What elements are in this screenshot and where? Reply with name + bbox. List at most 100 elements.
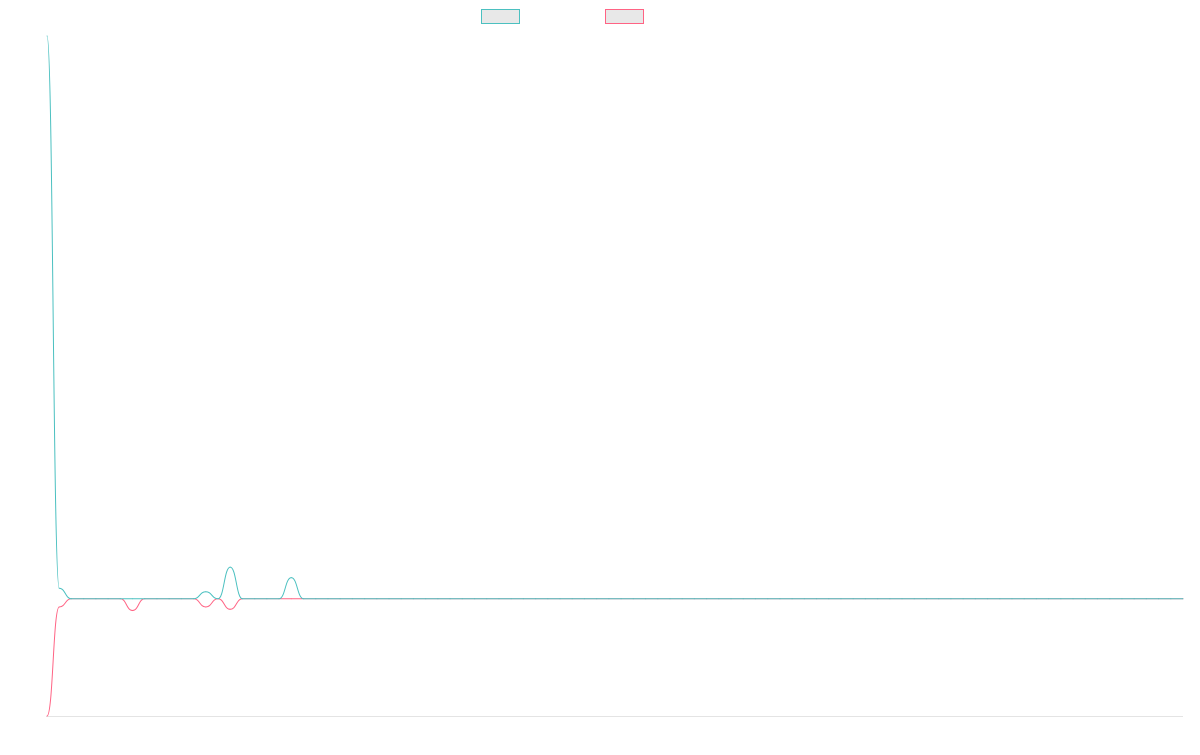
- data-point-series-1-38[interactable]: [510, 598, 512, 600]
- data-point-series-1-27[interactable]: [376, 598, 378, 600]
- data-point-series-2-13[interactable]: [205, 606, 207, 608]
- data-point-series-1-9[interactable]: [156, 598, 158, 600]
- data-point-series-1-64[interactable]: [828, 598, 830, 600]
- data-point-series-1-39[interactable]: [522, 598, 524, 600]
- data-point-series-1-1[interactable]: [58, 587, 60, 589]
- data-point-series-1-30[interactable]: [412, 598, 415, 600]
- data-point-series-1-42[interactable]: [559, 598, 561, 600]
- data-point-series-1-12[interactable]: [192, 598, 195, 600]
- data-point-series-1-17[interactable]: [254, 598, 256, 600]
- data-point-series-1-62[interactable]: [803, 598, 805, 600]
- data-point-series-1-73[interactable]: [938, 598, 940, 600]
- data-point-series-1-49[interactable]: [644, 598, 647, 600]
- data-point-series-1-81[interactable]: [1035, 598, 1038, 600]
- data-point-series-1-24[interactable]: [339, 598, 341, 600]
- data-point-series-1-40[interactable]: [535, 598, 537, 600]
- data-point-series-1-87[interactable]: [1109, 598, 1111, 600]
- data-point-series-1-72[interactable]: [925, 598, 928, 600]
- data-point-series-1-13[interactable]: [205, 591, 207, 593]
- data-point-series-1-52[interactable]: [681, 598, 683, 600]
- data-point-series-1-28[interactable]: [388, 598, 390, 600]
- data-point-series-1-76[interactable]: [974, 598, 976, 600]
- data-point-series-1-53[interactable]: [693, 598, 696, 600]
- data-point-series-1-8[interactable]: [144, 598, 146, 600]
- data-point-series-2-1[interactable]: [58, 606, 60, 608]
- data-point-series-1-65[interactable]: [840, 598, 842, 600]
- data-point-series-1-25[interactable]: [351, 598, 353, 600]
- data-point-series-1-55[interactable]: [718, 598, 720, 600]
- data-point-series-1-36[interactable]: [486, 598, 488, 600]
- data-point-series-1-51[interactable]: [669, 598, 671, 600]
- data-point-series-1-88[interactable]: [1121, 598, 1123, 600]
- data-point-series-1-93[interactable]: [1182, 598, 1184, 600]
- data-point-series-1-78[interactable]: [999, 598, 1001, 600]
- data-point-series-1-7[interactable]: [131, 598, 134, 600]
- data-point-series-1-58[interactable]: [754, 598, 757, 600]
- data-point-series-1-2[interactable]: [70, 598, 73, 600]
- data-point-series-1-16[interactable]: [241, 598, 244, 600]
- data-point-series-1-83[interactable]: [1060, 598, 1062, 600]
- data-point-series-1-69[interactable]: [889, 598, 891, 600]
- data-point-series-1-46[interactable]: [608, 598, 610, 600]
- data-point-series-1-84[interactable]: [1072, 598, 1074, 600]
- data-point-series-1-3[interactable]: [83, 598, 85, 600]
- data-point-series-1-31[interactable]: [425, 598, 427, 600]
- data-point-series-1-20[interactable]: [290, 577, 292, 579]
- data-point-series-1-33[interactable]: [449, 598, 451, 600]
- data-point-series-1-50[interactable]: [657, 598, 659, 600]
- data-point-series-1-86[interactable]: [1096, 598, 1099, 600]
- data-point-series-1-61[interactable]: [791, 598, 793, 600]
- data-point-series-1-5[interactable]: [107, 598, 109, 600]
- data-point-series-1-14[interactable]: [217, 598, 219, 600]
- data-point-series-1-79[interactable]: [1011, 598, 1013, 600]
- data-point-series-1-90[interactable]: [1145, 598, 1147, 600]
- data-point-series-1-47[interactable]: [620, 598, 622, 600]
- data-point-series-1-23[interactable]: [327, 598, 329, 600]
- data-point-series-2-7[interactable]: [131, 609, 134, 612]
- data-point-series-1-18[interactable]: [266, 598, 268, 600]
- data-point-series-2-20[interactable]: [290, 598, 292, 600]
- data-point-series-1-70[interactable]: [901, 598, 903, 600]
- data-point-series-1-44[interactable]: [583, 598, 586, 600]
- data-point-series-1-45[interactable]: [596, 598, 598, 600]
- data-point-series-1-6[interactable]: [119, 598, 121, 600]
- data-point-series-1-80[interactable]: [1023, 598, 1025, 600]
- data-point-series-1-75[interactable]: [962, 598, 964, 600]
- data-point-series-1-22[interactable]: [315, 598, 317, 600]
- legend-swatch-series-1[interactable]: [481, 9, 520, 24]
- data-point-series-1-29[interactable]: [400, 598, 402, 600]
- data-point-series-2-15[interactable]: [229, 608, 231, 610]
- data-point-series-1-82[interactable]: [1048, 598, 1050, 600]
- data-point-series-1-10[interactable]: [168, 598, 170, 600]
- data-point-series-1-4[interactable]: [95, 598, 97, 600]
- data-point-series-1-59[interactable]: [767, 598, 769, 600]
- data-point-series-1-21[interactable]: [302, 598, 305, 600]
- data-point-series-1-43[interactable]: [571, 598, 573, 600]
- legend-swatch-series-2[interactable]: [605, 9, 644, 24]
- data-point-series-1-85[interactable]: [1084, 598, 1086, 600]
- data-point-series-1-32[interactable]: [437, 598, 439, 600]
- data-point-series-1-92[interactable]: [1170, 598, 1172, 600]
- data-point-series-1-48[interactable]: [632, 598, 634, 600]
- data-point-series-1-0[interactable]: [46, 35, 48, 37]
- data-point-series-1-66[interactable]: [852, 598, 854, 600]
- data-point-series-1-63[interactable]: [815, 598, 818, 600]
- data-point-series-1-68[interactable]: [877, 598, 879, 600]
- data-point-series-1-54[interactable]: [706, 598, 708, 600]
- data-point-series-1-11[interactable]: [180, 598, 182, 600]
- data-point-series-1-89[interactable]: [1133, 598, 1135, 600]
- data-point-series-1-37[interactable]: [498, 598, 500, 600]
- data-point-series-1-19[interactable]: [278, 598, 280, 600]
- data-point-series-1-56[interactable]: [730, 598, 732, 600]
- data-point-series-1-26[interactable]: [363, 598, 366, 600]
- data-point-series-1-74[interactable]: [950, 598, 952, 600]
- data-point-series-1-57[interactable]: [742, 598, 744, 600]
- data-point-series-1-91[interactable]: [1157, 598, 1160, 600]
- data-point-series-1-15[interactable]: [229, 566, 231, 568]
- data-point-series-1-67[interactable]: [864, 598, 867, 600]
- data-point-series-2-0[interactable]: [46, 715, 48, 717]
- data-point-series-1-34[interactable]: [461, 598, 463, 600]
- data-point-series-1-77[interactable]: [986, 598, 989, 600]
- data-point-series-1-41[interactable]: [547, 598, 549, 600]
- data-point-series-1-71[interactable]: [913, 598, 915, 600]
